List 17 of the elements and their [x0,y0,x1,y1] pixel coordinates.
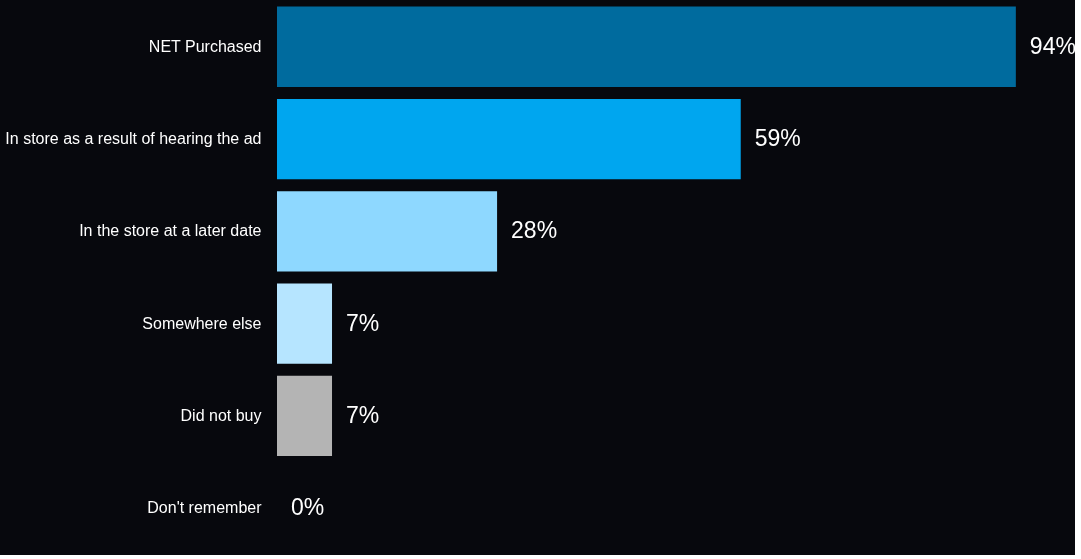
bar [277,191,498,272]
y-tick-label: In store as a result of hearing the ad [5,130,262,148]
data-label: 94% [1029,32,1076,59]
data-label: 7% [346,309,380,336]
data-label: 0% [291,494,325,521]
y-tick-label: Don't remember [147,499,263,517]
y-tick-label: Somewhere else [142,314,262,332]
y-tick-label: NET Purchased [148,37,262,55]
y-tick-label: Did not buy [180,406,262,424]
data-label: 7% [346,401,380,428]
bar [277,283,333,364]
y-tick-label: In the store at a later date [79,222,262,240]
bar [277,375,333,457]
bar [277,98,741,180]
bar [277,6,1016,87]
data-label: 28% [511,217,558,244]
data-label: 59% [754,125,801,152]
